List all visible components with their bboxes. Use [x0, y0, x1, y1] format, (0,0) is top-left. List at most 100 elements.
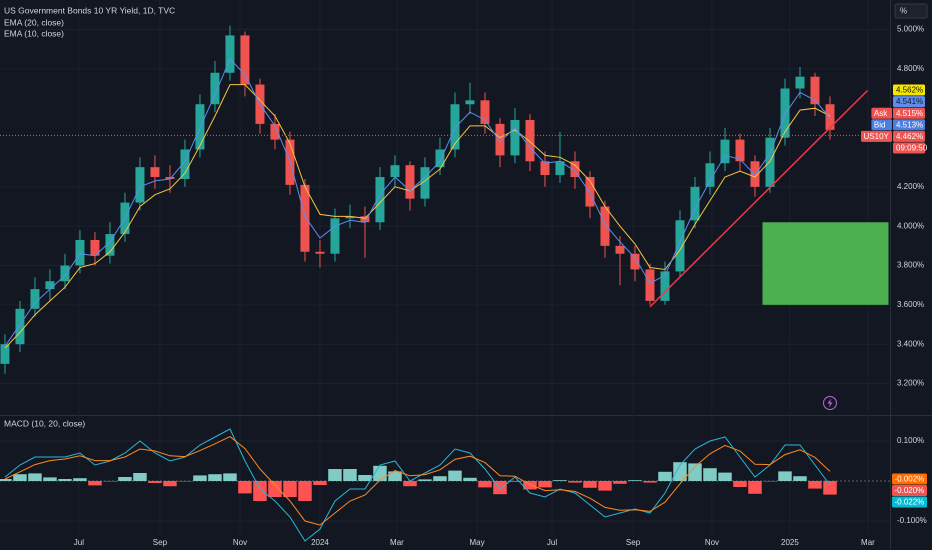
price-label: 4.513% — [896, 120, 923, 129]
target-zone — [762, 222, 889, 305]
histogram-bar — [388, 471, 402, 481]
histogram-bar — [628, 480, 642, 481]
candle-body — [165, 177, 175, 179]
candle-body — [135, 167, 145, 203]
histogram-bar — [403, 481, 417, 487]
price-label-tag: Bid — [874, 120, 886, 129]
value-label: -0.020% — [895, 486, 925, 495]
candle-body — [555, 161, 565, 176]
histogram-bar — [193, 475, 207, 481]
histogram-bar — [418, 479, 432, 481]
candle-body — [495, 123, 505, 156]
y-tick-label: 4.000% — [897, 221, 924, 230]
price-label-tag: US10Y — [864, 132, 890, 141]
price-label-tag-box — [871, 107, 892, 119]
candle-body — [705, 163, 715, 187]
histogram-bar — [58, 479, 72, 481]
candle-body — [735, 139, 745, 162]
y-tick-label: 4.800% — [897, 64, 924, 73]
candle-body — [225, 35, 235, 73]
scale-unit-button[interactable] — [894, 3, 928, 19]
ema-line — [4, 84, 831, 349]
histogram-bar — [463, 477, 477, 481]
candle-body — [660, 271, 670, 301]
y-tick-label: 3.200% — [897, 379, 924, 388]
candle-body — [690, 186, 700, 221]
histogram-bar — [508, 481, 522, 482]
candle-body — [810, 76, 820, 105]
ema-line — [4, 58, 831, 347]
histogram-bar — [448, 470, 462, 481]
x-tick-label: Nov — [233, 538, 247, 547]
value-label-box — [892, 473, 927, 485]
price-label-tag-box — [871, 119, 892, 131]
histogram-bar — [688, 463, 702, 481]
x-tick-label: Nov — [705, 538, 719, 547]
histogram-bar — [823, 481, 837, 495]
histogram-bar — [568, 481, 582, 483]
price-label-tag: Ask — [874, 109, 888, 118]
histogram-bar — [163, 481, 177, 487]
trendline — [649, 89, 869, 308]
histogram-bar — [478, 481, 492, 488]
y-tick-label: 5.000% — [897, 25, 924, 34]
histogram-bar — [253, 481, 267, 501]
histogram-bar — [583, 481, 597, 488]
histogram-bar — [268, 481, 282, 497]
scale-unit[interactable]: % — [900, 7, 907, 16]
histogram-bar — [88, 481, 102, 486]
histogram-bar — [673, 462, 687, 481]
value-label: -0.022% — [895, 498, 925, 507]
candle-body — [300, 184, 310, 252]
candle-body — [465, 100, 475, 105]
histogram-bar — [313, 481, 327, 485]
histogram-bar — [133, 473, 147, 481]
candle-body — [240, 35, 250, 85]
y-tick-label: 0.100% — [897, 436, 924, 445]
candle-body — [345, 216, 355, 219]
legend-entry: EMA (10, close) — [4, 28, 64, 38]
candle-body — [375, 177, 385, 223]
x-tick-label: Sep — [626, 538, 641, 547]
x-tick-label: May — [469, 538, 484, 547]
value-label: -0.002% — [895, 475, 925, 484]
histogram-bar — [553, 480, 567, 481]
histogram-bar — [643, 481, 657, 483]
indicator-title: MACD (10, 20, close) — [4, 418, 85, 428]
histogram-bar — [523, 481, 537, 490]
price-label: 09:09:50 — [896, 144, 928, 153]
candle-body — [30, 289, 40, 309]
candle-body — [0, 344, 10, 364]
candle-body — [585, 177, 595, 207]
value-label-box — [892, 496, 927, 508]
histogram-bar — [43, 477, 57, 481]
histogram-bar — [103, 481, 117, 482]
x-tick-label: Sep — [153, 538, 168, 547]
candle-body — [630, 253, 640, 270]
overlay: Jul Sep Nov 2024 Mar May Jul Sep Nov 2025 Mar 5.000… — [74, 25, 928, 547]
candle-body — [435, 149, 445, 168]
price-label-box — [893, 96, 925, 108]
price-label: 4.541% — [896, 97, 923, 106]
price-label: 4.515% — [896, 109, 923, 118]
y-tick-label: 3.800% — [897, 261, 924, 270]
candle-body — [450, 104, 460, 150]
lightning-icon[interactable] — [823, 396, 837, 410]
histogram-bar — [238, 481, 252, 494]
candle-body — [600, 206, 610, 246]
candle-body — [480, 100, 490, 124]
candle-body — [75, 239, 85, 266]
histogram-bar — [148, 481, 162, 483]
price-label-tag-box — [861, 130, 892, 142]
histogram-bar — [13, 474, 27, 481]
histogram-bar — [343, 469, 357, 481]
candle-body — [45, 281, 55, 290]
candle-body — [825, 104, 835, 130]
x-tick-label: Mar — [861, 538, 875, 547]
candle-body — [765, 137, 775, 187]
candle-body — [615, 245, 625, 254]
candle-body — [270, 123, 280, 140]
x-tick-label: Jul — [74, 538, 84, 547]
histogram-bar — [718, 472, 732, 481]
